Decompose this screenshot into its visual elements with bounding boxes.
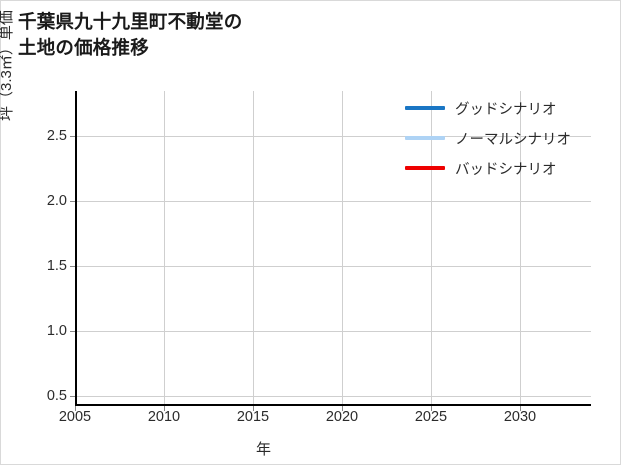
y-axis-label: 坪（3.3㎡）単価（万円） <box>0 0 15 121</box>
gridline-y-1.0 <box>75 331 591 332</box>
legend-item-good[interactable]: グッドシナリオ <box>405 93 605 123</box>
x-axis-line <box>75 404 591 406</box>
x-tick-mark-2025 <box>431 406 432 411</box>
y-tick-label-2: 1.5 <box>46 258 67 274</box>
gridline-x-2010 <box>164 91 165 406</box>
page-title: 千葉県九十九里町不動堂の 土地の価格推移 <box>18 11 243 59</box>
gridline-x-2025 <box>431 91 432 406</box>
gridline-y-2.5 <box>75 136 591 137</box>
plot-background <box>75 91 591 406</box>
y-tick-mark-2.5 <box>70 136 75 137</box>
y-tick-label-4: 0.5 <box>46 388 67 404</box>
legend-swatch-good <box>405 106 445 110</box>
gridline-y-1.5 <box>75 266 591 267</box>
y-tick-mark-0.5 <box>70 396 75 397</box>
legend-label-good: グッドシナリオ <box>455 101 557 118</box>
gridline-y-2.0 <box>75 201 591 202</box>
legend: グッドシナリオ ノーマルシナリオ バッドシナリオ <box>405 93 605 183</box>
y-tick-label-0: 2.5 <box>46 128 67 144</box>
legend-swatch-normal <box>405 136 445 140</box>
plot-area <box>70 91 591 411</box>
x-tick-mark-2010 <box>164 406 165 411</box>
x-tick-mark-2030 <box>520 406 521 411</box>
gridline-y-0.5 <box>75 396 591 397</box>
y-tick-label-3: 1.0 <box>46 323 67 339</box>
y-axis-line <box>75 91 77 406</box>
y-tick-mark-2.0 <box>70 201 75 202</box>
legend-label-bad: バッドシナリオ <box>455 161 557 178</box>
gridline-x-2015 <box>253 91 254 406</box>
y-tick-mark-1.5 <box>70 266 75 267</box>
x-tick-label-1: 2010 <box>147 409 181 425</box>
x-axis-label: 年 <box>255 441 271 458</box>
x-tick-label-3: 2020 <box>325 409 359 425</box>
x-tick-label-2: 2015 <box>236 409 270 425</box>
y-tick-label-1: 2.0 <box>46 193 67 209</box>
legend-item-bad[interactable]: バッドシナリオ <box>405 153 605 183</box>
legend-item-normal[interactable]: ノーマルシナリオ <box>405 123 605 153</box>
legend-label-normal: ノーマルシナリオ <box>455 131 571 148</box>
x-tick-label-5: 2030 <box>503 409 537 425</box>
x-tick-mark-2015 <box>253 406 254 411</box>
x-tick-mark-2020 <box>342 406 343 411</box>
x-tick-label-0: 2005 <box>58 409 92 425</box>
gridline-x-2020 <box>342 91 343 406</box>
legend-swatch-bad <box>405 166 445 170</box>
x-tick-label-4: 2025 <box>414 409 448 425</box>
y-tick-mark-1.0 <box>70 331 75 332</box>
x-tick-mark-2005 <box>75 406 76 411</box>
gridline-x-2030 <box>520 91 521 406</box>
